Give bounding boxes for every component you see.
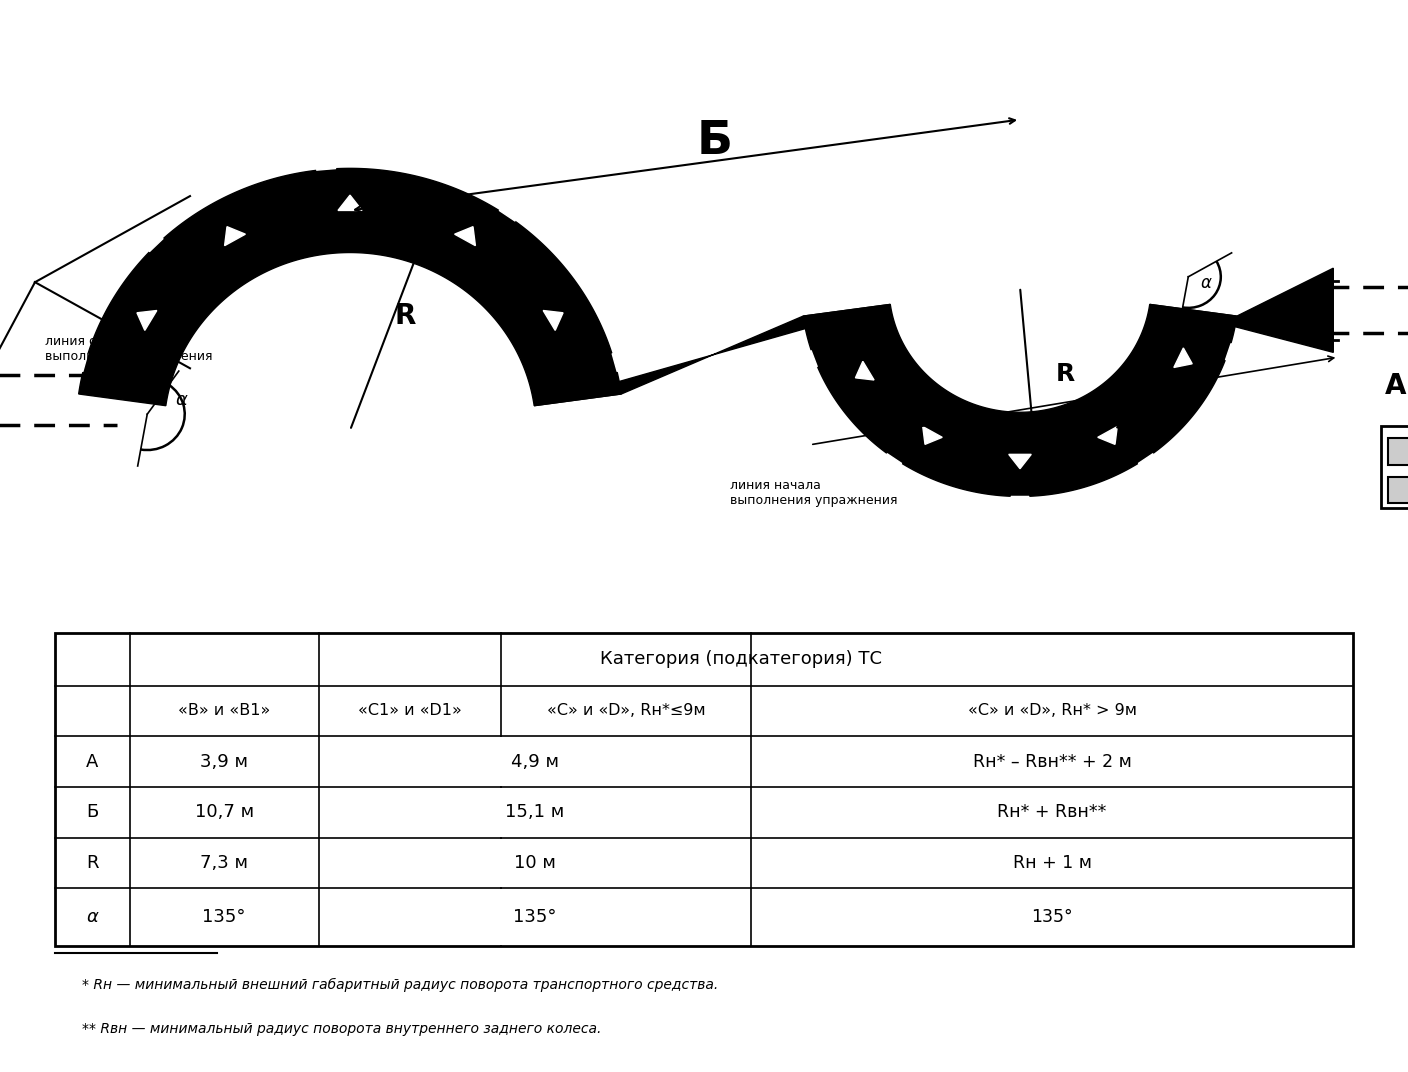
Polygon shape — [455, 226, 476, 245]
Polygon shape — [922, 427, 942, 445]
Text: «В» и «В1»: «В» и «В1» — [177, 703, 270, 718]
Bar — [55, 632, 1353, 947]
Text: «С1» и «D1»: «С1» и «D1» — [358, 703, 462, 718]
Bar — [1381, 427, 1408, 508]
Polygon shape — [500, 206, 515, 221]
Text: * Rн — минимальный внешний габаритный радиус поворота транспортного средства.: * Rн — минимальный внешний габаритный ра… — [82, 978, 718, 993]
Text: 10 м: 10 м — [514, 854, 556, 872]
Polygon shape — [1174, 348, 1193, 368]
Text: Rн* – Rвн** + 2 м: Rн* – Rвн** + 2 м — [973, 753, 1132, 771]
Polygon shape — [338, 195, 362, 210]
Text: 135°: 135° — [514, 908, 556, 926]
Text: линия окончания
выполнения упражнения: линия окончания выполнения упражнения — [45, 336, 213, 363]
Polygon shape — [887, 453, 901, 468]
Polygon shape — [1011, 496, 1029, 508]
Bar — [1388, 438, 1408, 465]
Text: α: α — [86, 908, 99, 926]
Text: линия начала
выполнения упражнения: линия начала выполнения упражнения — [729, 478, 897, 507]
Polygon shape — [1150, 268, 1333, 353]
Bar — [496, 738, 507, 786]
Text: R: R — [1056, 362, 1074, 386]
Text: «С» и «D», Rн* > 9м: «С» и «D», Rн* > 9м — [967, 703, 1136, 718]
Polygon shape — [1008, 455, 1031, 468]
Polygon shape — [146, 236, 163, 252]
Polygon shape — [856, 361, 874, 379]
Text: 15,1 м: 15,1 м — [505, 803, 565, 821]
Bar — [496, 788, 507, 837]
Polygon shape — [225, 226, 245, 245]
Polygon shape — [612, 354, 627, 372]
Polygon shape — [1138, 453, 1153, 468]
Text: А: А — [1385, 372, 1407, 400]
Text: А: А — [86, 753, 99, 771]
Text: R: R — [394, 302, 415, 330]
Polygon shape — [1225, 343, 1239, 360]
Polygon shape — [73, 354, 87, 372]
Text: α: α — [1200, 274, 1211, 293]
Text: Б: Б — [86, 803, 99, 821]
Text: 135°: 135° — [1031, 908, 1073, 926]
Polygon shape — [534, 304, 890, 405]
Text: Rн* + Rвн**: Rн* + Rвн** — [997, 803, 1107, 821]
Polygon shape — [79, 168, 621, 405]
Text: 3,9 м: 3,9 м — [200, 753, 248, 771]
Text: Б: Б — [697, 119, 734, 164]
Text: 7,3 м: 7,3 м — [200, 854, 248, 872]
Bar — [496, 838, 507, 888]
Polygon shape — [803, 351, 817, 367]
Text: Категория (подкатегория) ТС: Категория (подкатегория) ТС — [600, 650, 883, 668]
Text: ** Rвн — минимальный радиус поворота внутреннего заднего колеса.: ** Rвн — минимальный радиус поворота вну… — [82, 1022, 601, 1036]
Bar — [496, 890, 507, 946]
Bar — [1388, 477, 1408, 504]
Text: 135°: 135° — [203, 908, 246, 926]
Text: 4,9 м: 4,9 м — [511, 753, 559, 771]
Polygon shape — [137, 311, 156, 330]
Text: Rн + 1 м: Rн + 1 м — [1012, 854, 1091, 872]
Polygon shape — [1098, 427, 1117, 445]
Polygon shape — [803, 304, 1236, 496]
Polygon shape — [543, 311, 563, 330]
Text: 10,7 м: 10,7 м — [194, 803, 253, 821]
Polygon shape — [317, 157, 337, 170]
Text: α: α — [175, 390, 187, 408]
Text: R: R — [86, 854, 99, 872]
Text: «С» и «D», Rн*≤9м: «С» и «D», Rн*≤9м — [546, 703, 705, 718]
